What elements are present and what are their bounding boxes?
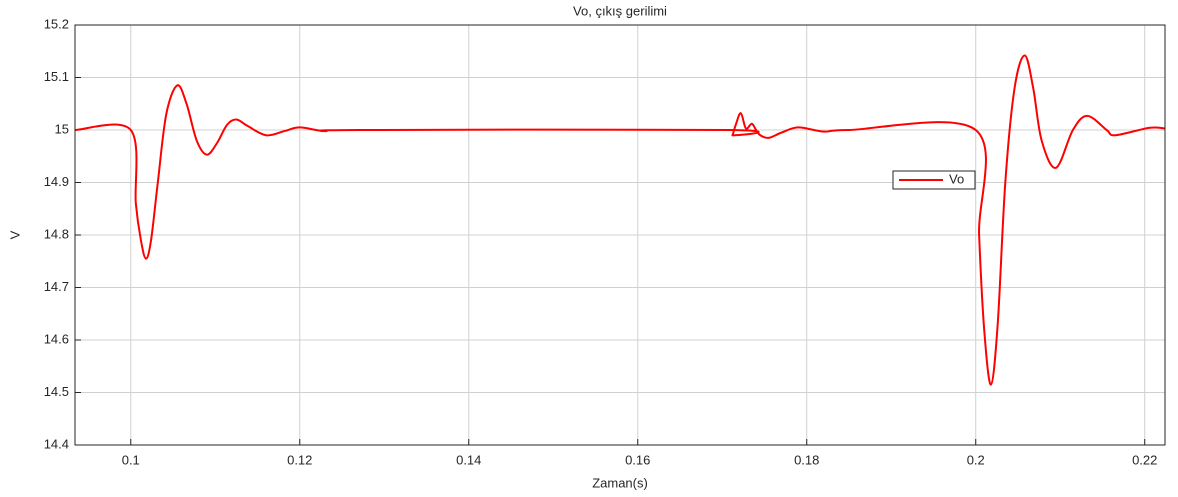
x-tick-label: 0.18: [794, 452, 819, 467]
axes-box: [74, 24, 1166, 446]
chart-title: Vo, çıkış gerilimi: [573, 3, 667, 18]
line-series: [75, 54, 1165, 386]
y-tick-label: 15.2: [44, 16, 69, 31]
y-tick-label: 14.6: [44, 331, 69, 346]
y-tick-label: 14.8: [44, 226, 69, 241]
x-tick-label: 0.1: [122, 452, 140, 467]
x-tick-label: 0.22: [1132, 452, 1157, 467]
y-tick-label: 15: [55, 121, 69, 136]
y-tick-label: 14.4: [44, 436, 69, 451]
y-tick-label: 14.9: [44, 174, 69, 189]
y-tick-label: 14.7: [44, 279, 69, 294]
legend-label: Vo: [949, 171, 964, 186]
y-tick-label: 14.5: [44, 384, 69, 399]
x-axis-label: Zaman(s): [592, 475, 648, 490]
y-tick-label: 15.1: [44, 69, 69, 84]
x-tick-label: 0.2: [967, 452, 985, 467]
x-tick-label: 0.14: [456, 452, 481, 467]
y-axis-label: V: [7, 230, 22, 239]
x-tick-label: 0.16: [625, 452, 650, 467]
x-tick-label: 0.12: [287, 452, 312, 467]
